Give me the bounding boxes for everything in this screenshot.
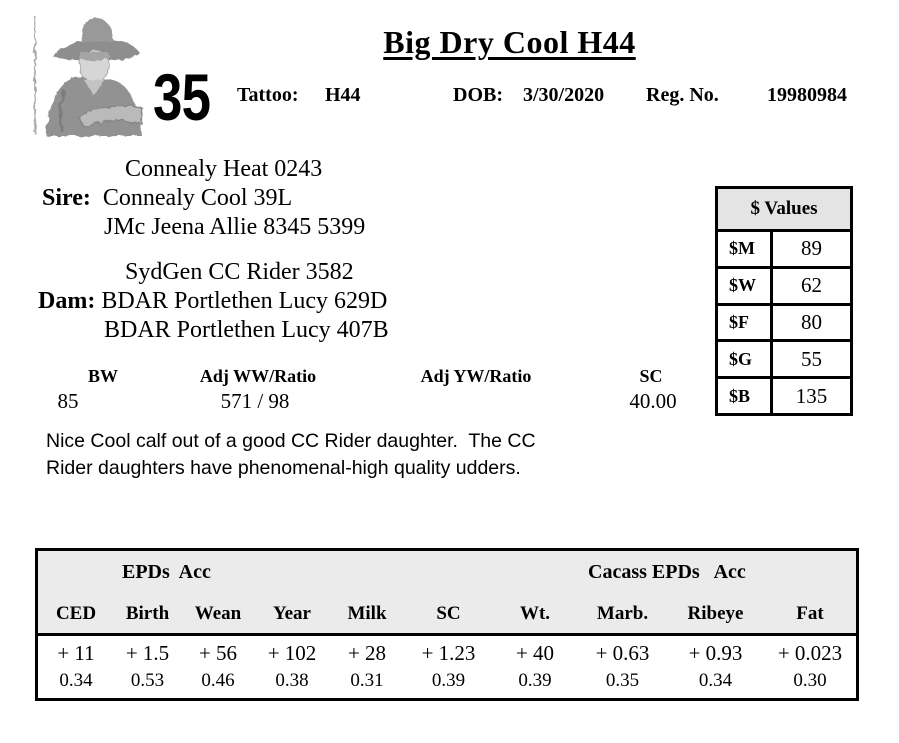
epd-table: EPDs Acc Cacass EPDs Acc CED Birth Wean …: [35, 548, 859, 701]
bw-value: 85: [57, 389, 79, 413]
lot-description: Nice Cool calf out of a good CC Rider da…: [46, 430, 541, 479]
dollar-label-f: $F: [718, 305, 773, 340]
page-title: Big Dry Cool H44: [383, 24, 636, 60]
dam-label: Dam:: [38, 288, 96, 314]
epd-table-body: + 11 + 1.5 + 56 + 102 + 28 + 1.23 + 40 +…: [38, 636, 856, 698]
adj-ww-label: Adj WW/Ratio: [199, 366, 317, 386]
epd-value-marb: + 0.63: [595, 641, 650, 665]
dollar-label-g: $G: [718, 342, 773, 377]
epd-group-left: EPDs Acc: [122, 561, 211, 583]
lot-number: 35: [153, 60, 211, 134]
dollar-values-table: $ Values $M 89 $W 62 $F 80 $G 55 $B 135: [715, 186, 853, 416]
pedigree-dam: BDAR Portlethen Lucy 629D: [101, 288, 388, 314]
epd-acc-ced: 0.34: [59, 670, 93, 691]
epd-col-wt: Wt.: [519, 603, 551, 624]
dollar-value-f: 80: [801, 309, 822, 334]
dollar-value-b: 135: [795, 383, 828, 408]
dollar-values-header: $ Values: [718, 189, 850, 232]
epd-value-fat: + 0.023: [777, 641, 843, 665]
epd-col-milk: Milk: [347, 603, 387, 624]
epd-value-sc: + 1.23: [421, 641, 476, 665]
dollar-value-m: 89: [801, 236, 822, 261]
pedigree-dam-line: Dam: BDAR Portlethen Lucy 629D: [38, 288, 387, 315]
epd-value-birth: + 1.5: [125, 641, 170, 665]
epd-values-row: + 11 + 1.5 + 56 + 102 + 28 + 1.23 + 40 +…: [38, 639, 856, 667]
epd-col-birth: Birth: [125, 603, 170, 624]
epd-table-header: EPDs Acc Cacass EPDs Acc CED Birth Wean …: [38, 551, 856, 636]
adj-yw-label: Adj YW/Ratio: [420, 366, 532, 386]
dollar-row-b: $B 135: [718, 379, 850, 413]
epd-col-year: Year: [273, 603, 311, 624]
epd-col-ced: CED: [55, 603, 97, 624]
pedigree-sire: Connealy Cool 39L: [102, 185, 293, 211]
epd-col-wean: Wean: [194, 603, 242, 624]
reg-no-value: 19980984: [767, 84, 847, 106]
epd-col-sc: SC: [436, 603, 461, 624]
epd-acc-birth: 0.53: [130, 670, 165, 691]
sc-label: SC: [639, 366, 663, 386]
pedigree-dam-sire: SydGen CC Rider 3582: [125, 259, 354, 285]
cowboy-sketch-image: [28, 10, 154, 138]
pedigree-sire-sire: Connealy Heat 0243: [125, 156, 323, 182]
cowboy-sketch-svg: [34, 16, 143, 136]
epd-col-ribeye: Ribeye: [687, 603, 744, 624]
epd-accuracy-row: 0.34 0.53 0.46 0.38 0.31 0.39 0.39 0.35 …: [38, 667, 856, 695]
adj-ww-value: 571 / 98: [220, 389, 290, 413]
dollar-row-w: $W 62: [718, 268, 850, 306]
dollar-value-w: 62: [801, 273, 822, 298]
epd-acc-marb: 0.35: [605, 670, 640, 691]
dollar-row-m: $M 89: [718, 232, 850, 269]
epd-value-wt: + 40: [515, 641, 555, 665]
epd-acc-wt: 0.39: [518, 670, 552, 691]
epd-value-ribeye: + 0.93: [688, 641, 743, 665]
epd-column-labels: CED Birth Wean Year Milk SC Wt. Marb. Ri…: [38, 603, 856, 625]
epd-value-milk: + 28: [347, 641, 387, 665]
epd-value-wean: + 56: [198, 641, 238, 665]
epd-value-year: + 102: [267, 641, 317, 665]
epd-acc-wean: 0.46: [201, 670, 235, 691]
dollar-label-w: $W: [718, 268, 773, 303]
epd-acc-sc: 0.39: [431, 670, 466, 691]
dollar-row-g: $G 55: [718, 342, 850, 380]
epd-acc-milk: 0.31: [350, 670, 384, 691]
bw-label: BW: [87, 366, 119, 386]
tattoo-value: H44: [325, 84, 361, 106]
sire-label: Sire:: [42, 185, 91, 211]
dollar-value-g: 55: [801, 346, 822, 371]
dollar-label-m: $M: [718, 232, 773, 266]
epd-acc-ribeye: 0.34: [698, 670, 733, 691]
pedigree-dam-dam: BDAR Portlethen Lucy 407B: [104, 317, 389, 343]
dollar-row-f: $F 80: [718, 305, 850, 343]
pedigree-sire-line: Sire: Connealy Cool 39L: [42, 185, 292, 212]
epd-group-right: Cacass EPDs Acc: [588, 561, 746, 583]
pedigree-sire-dam: JMc Jeena Allie 8345 5399: [104, 214, 366, 240]
sc-value: 40.00: [629, 389, 677, 413]
reg-no-label: Reg. No.: [646, 84, 719, 106]
epd-acc-year: 0.38: [275, 670, 309, 691]
epd-value-ced: + 11: [57, 641, 95, 665]
epd-acc-fat: 0.30: [793, 670, 827, 691]
epd-col-marb: Marb.: [596, 603, 649, 624]
dob-value: 3/30/2020: [523, 84, 605, 106]
epd-col-fat: Fat: [796, 603, 824, 624]
dob-label: DOB:: [453, 84, 503, 106]
tattoo-label: Tattoo:: [237, 84, 299, 106]
dollar-label-b: $B: [718, 379, 773, 413]
